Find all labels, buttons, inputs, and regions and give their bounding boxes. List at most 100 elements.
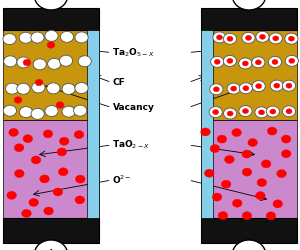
Circle shape <box>53 188 63 196</box>
Circle shape <box>59 55 73 66</box>
Circle shape <box>60 31 74 42</box>
Circle shape <box>267 127 277 135</box>
Circle shape <box>74 130 84 138</box>
Circle shape <box>232 240 266 250</box>
Circle shape <box>274 83 280 88</box>
Circle shape <box>45 30 58 41</box>
Circle shape <box>14 97 22 103</box>
Circle shape <box>214 59 220 64</box>
Circle shape <box>14 170 24 177</box>
Circle shape <box>243 86 249 91</box>
Circle shape <box>45 106 58 117</box>
Circle shape <box>57 148 67 156</box>
Circle shape <box>7 191 16 199</box>
Text: +: + <box>46 247 56 250</box>
Circle shape <box>231 86 237 91</box>
Circle shape <box>242 168 252 176</box>
Circle shape <box>62 106 75 117</box>
Circle shape <box>3 34 16 44</box>
Circle shape <box>40 175 49 183</box>
Circle shape <box>242 32 255 43</box>
Circle shape <box>227 83 240 94</box>
Circle shape <box>4 56 17 67</box>
Circle shape <box>201 128 210 136</box>
Circle shape <box>273 200 283 208</box>
Circle shape <box>256 31 269 42</box>
Circle shape <box>248 138 257 146</box>
Circle shape <box>259 110 265 115</box>
Circle shape <box>56 102 64 108</box>
Circle shape <box>277 170 286 177</box>
Circle shape <box>205 169 214 177</box>
Circle shape <box>270 80 284 91</box>
Circle shape <box>239 106 252 117</box>
Circle shape <box>218 212 228 220</box>
Circle shape <box>282 106 296 117</box>
Circle shape <box>273 36 279 41</box>
Circle shape <box>209 106 222 118</box>
Circle shape <box>256 192 265 200</box>
Circle shape <box>9 128 18 136</box>
Circle shape <box>32 82 45 93</box>
Circle shape <box>242 150 251 158</box>
Circle shape <box>289 58 295 63</box>
Circle shape <box>74 105 87 116</box>
Circle shape <box>260 34 266 39</box>
Circle shape <box>252 81 265 92</box>
Circle shape <box>75 82 88 94</box>
Circle shape <box>47 42 55 48</box>
Circle shape <box>23 59 31 66</box>
Circle shape <box>47 83 60 94</box>
Circle shape <box>261 160 271 168</box>
Circle shape <box>210 144 220 152</box>
Circle shape <box>232 199 242 207</box>
Circle shape <box>285 55 298 66</box>
Text: +: + <box>244 0 254 3</box>
Bar <box>87 30 99 218</box>
Circle shape <box>75 175 85 183</box>
Circle shape <box>78 56 91 67</box>
Circle shape <box>14 144 24 152</box>
Circle shape <box>227 36 233 41</box>
Circle shape <box>221 180 231 188</box>
Circle shape <box>31 32 44 43</box>
Circle shape <box>34 240 68 250</box>
Circle shape <box>242 108 248 114</box>
Bar <box>3 218 99 242</box>
Circle shape <box>23 135 33 143</box>
Bar <box>201 8 297 30</box>
Text: CF: CF <box>112 78 125 87</box>
Circle shape <box>33 59 46 70</box>
Circle shape <box>232 128 242 136</box>
Circle shape <box>286 83 292 88</box>
Circle shape <box>227 111 233 116</box>
Circle shape <box>255 107 268 118</box>
Circle shape <box>17 83 30 94</box>
Circle shape <box>213 87 219 92</box>
Bar <box>201 120 297 218</box>
Bar <box>201 30 213 218</box>
Circle shape <box>266 106 279 117</box>
Text: O$^{2-}$: O$^{2-}$ <box>112 174 132 186</box>
Bar <box>201 218 297 242</box>
Text: −: − <box>243 247 255 250</box>
Circle shape <box>232 0 266 10</box>
Text: Vacancy: Vacancy <box>112 103 154 112</box>
Circle shape <box>210 84 223 95</box>
Circle shape <box>227 58 233 64</box>
Text: TaO$_{2-X}$: TaO$_{2-X}$ <box>112 139 151 151</box>
Circle shape <box>43 130 53 138</box>
Circle shape <box>29 198 38 206</box>
Circle shape <box>225 156 234 164</box>
Circle shape <box>213 110 219 114</box>
Circle shape <box>31 156 41 164</box>
Circle shape <box>17 57 30 68</box>
Circle shape <box>256 84 262 89</box>
Circle shape <box>22 210 31 218</box>
Circle shape <box>285 33 298 44</box>
Circle shape <box>281 135 291 143</box>
Circle shape <box>270 109 276 114</box>
Circle shape <box>212 193 222 201</box>
Circle shape <box>224 108 237 119</box>
Circle shape <box>266 212 276 220</box>
